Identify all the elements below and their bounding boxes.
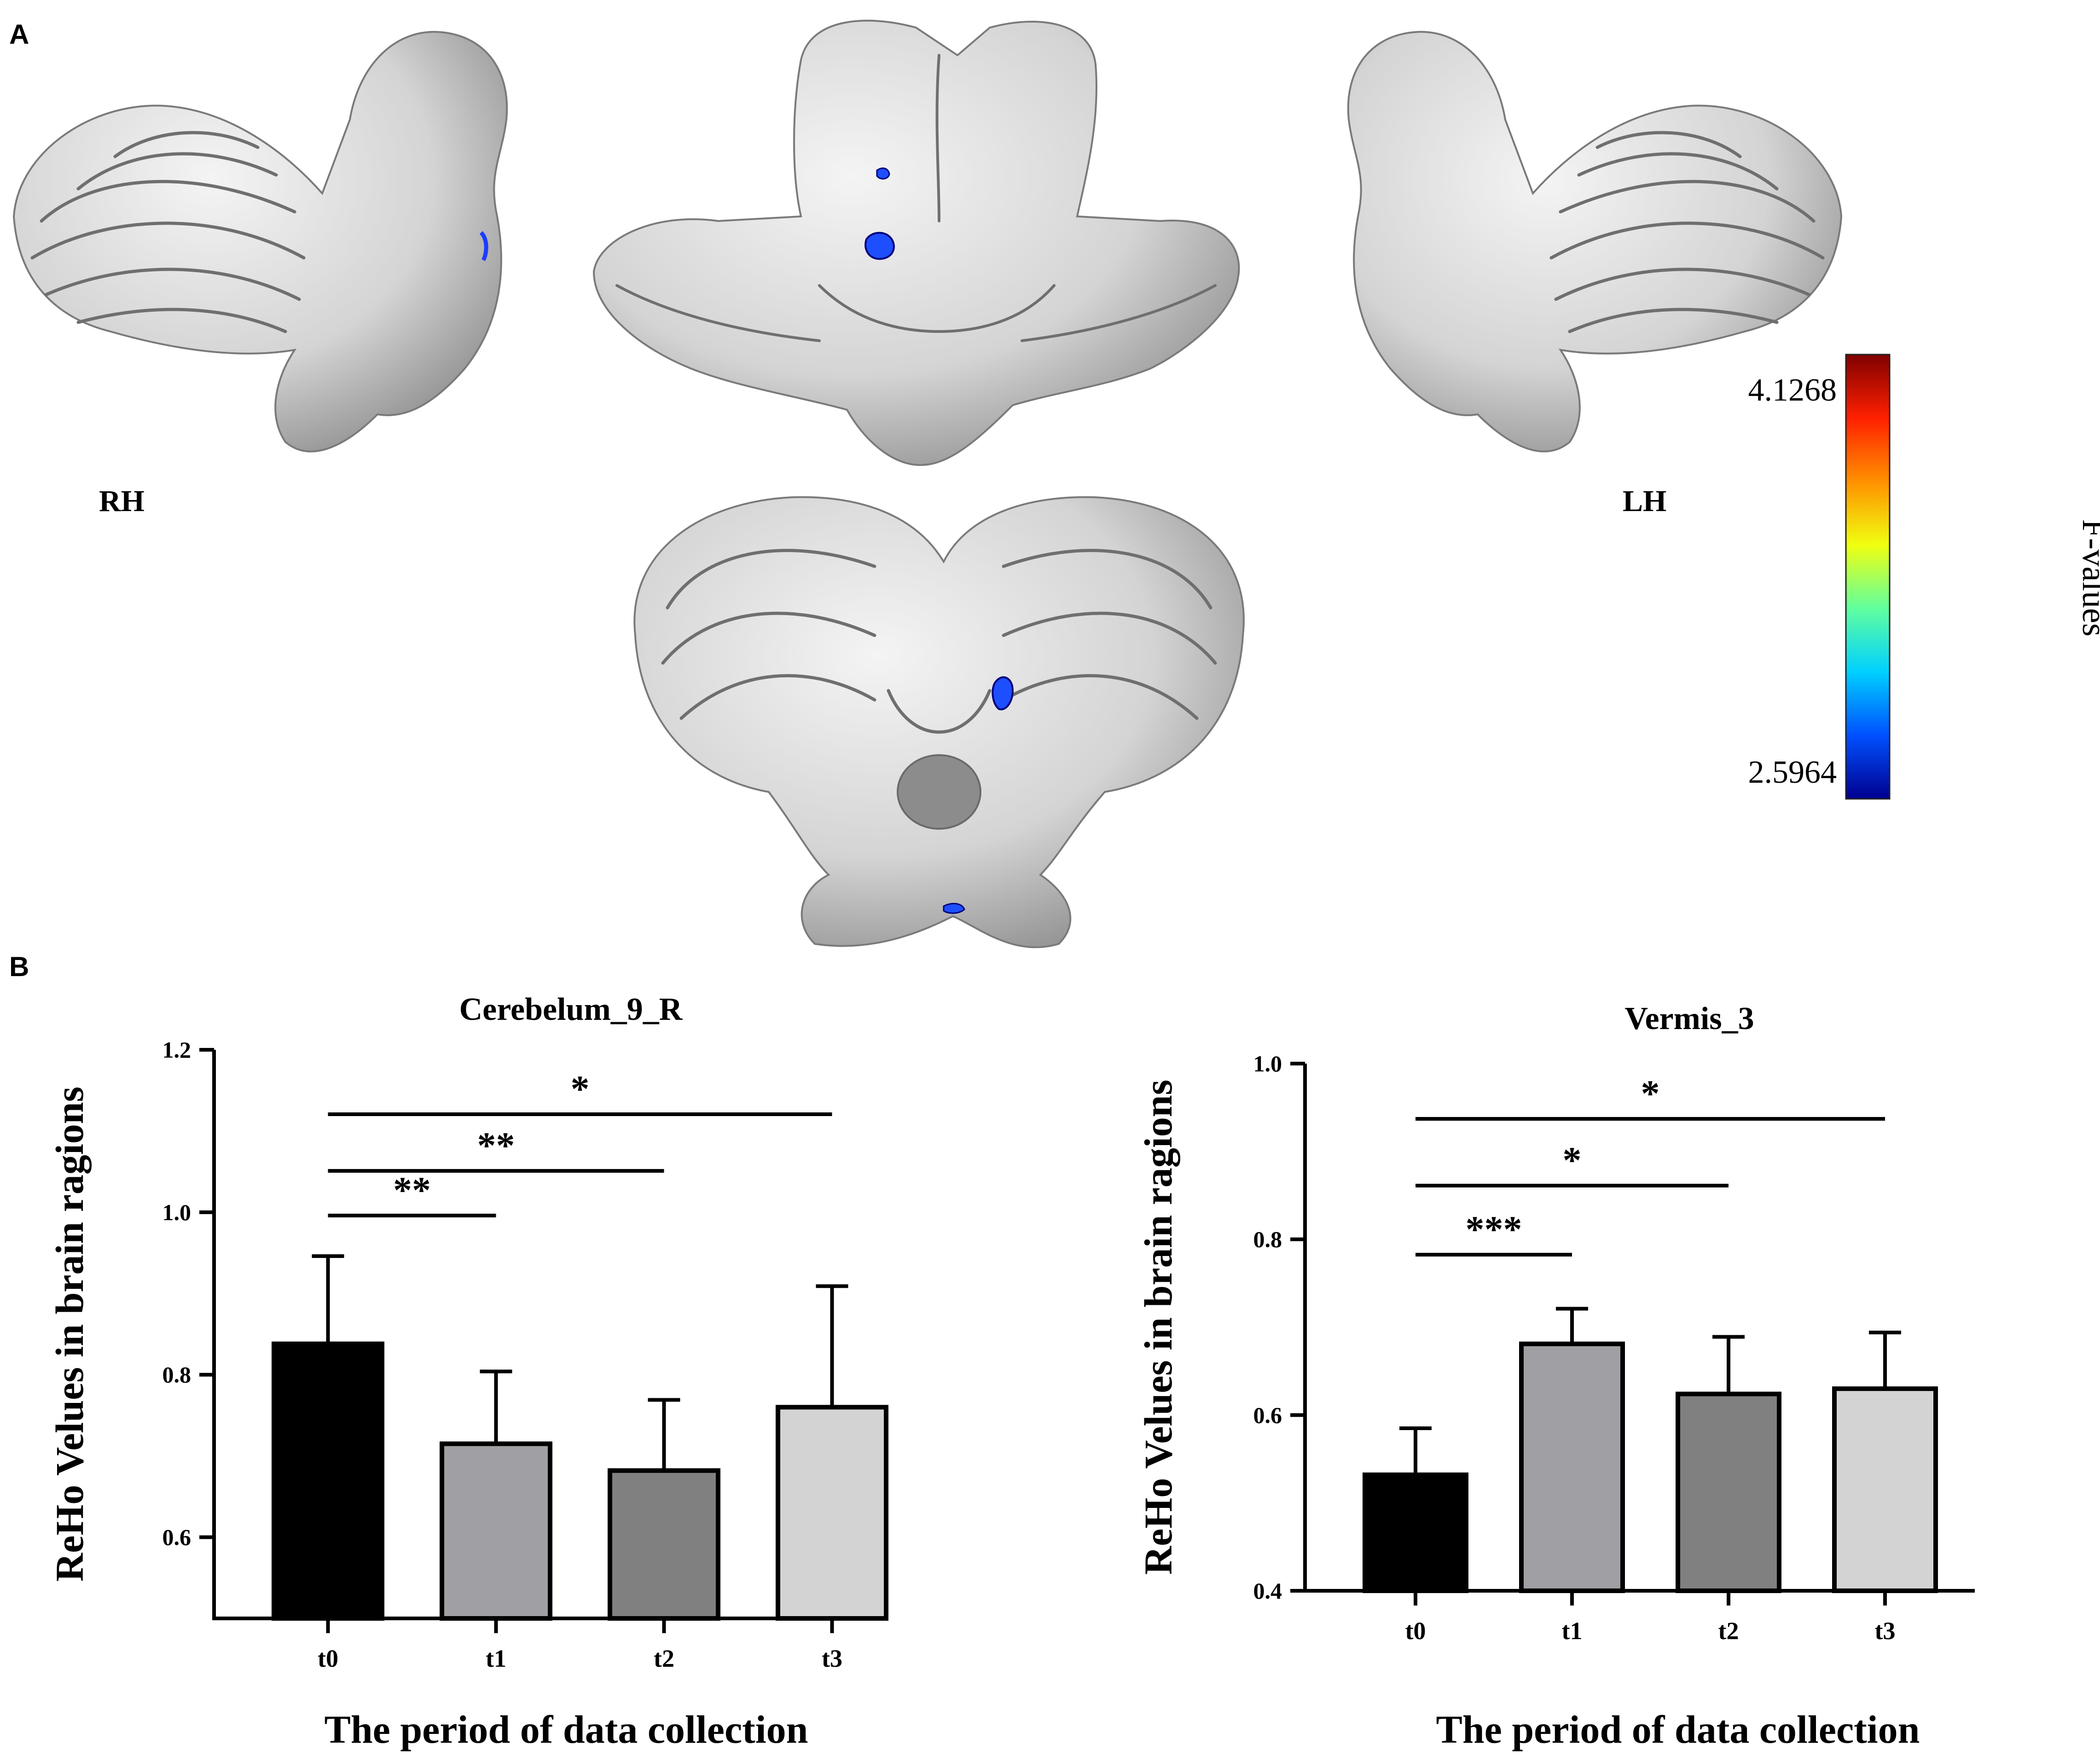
view-label-lh: LH: [1623, 484, 1666, 518]
x-tick-label: t0: [318, 1645, 338, 1672]
y-axis-label: ReHo Velues in brain ragions: [47, 1087, 92, 1582]
y-tick-label: 0.8: [1253, 1227, 1282, 1252]
bar-t2: [608, 1468, 720, 1621]
bar-t3: [1832, 1386, 1938, 1593]
x-tick-label: t3: [1875, 1617, 1896, 1645]
bar-t1: [1519, 1341, 1625, 1593]
bar-t0: [272, 1341, 384, 1621]
panel-b-letter: B: [9, 951, 29, 982]
y-tick-label: 1.0: [1253, 1051, 1282, 1076]
significance-label: *: [1563, 1139, 1582, 1181]
bar-t0: [1363, 1472, 1468, 1594]
x-axis-label: The period of data collection: [1436, 1707, 1920, 1751]
panel-a-letter: A: [9, 19, 29, 50]
y-axis-label: ReHo Velues in brain ragions: [1136, 1080, 1180, 1575]
y-tick-label: 1.2: [162, 1037, 191, 1063]
bar-t3: [776, 1405, 888, 1621]
x-tick-label: t1: [486, 1645, 506, 1672]
x-tick-label: t0: [1405, 1617, 1426, 1645]
colorbar-title: F-values: [2075, 519, 2100, 637]
brain-view-left-lateral: [1347, 31, 1843, 453]
colorbar: [1845, 354, 1891, 800]
x-tick-label: t1: [1562, 1617, 1583, 1645]
brain-view-anterior: [592, 19, 1240, 466]
brain-view-right-lateral: [12, 31, 508, 453]
significance-label: **: [477, 1124, 515, 1166]
view-label-rh: RH: [99, 484, 145, 518]
chart-cerebelum-9-r: Cerebelum_9_R ReHo Velues in brain ragion…: [47, 992, 888, 1751]
y-tick-label: 0.6: [1253, 1402, 1282, 1428]
y-tick-label: 0.6: [162, 1524, 191, 1550]
x-axis-label: The period of data collection: [324, 1707, 808, 1751]
x-tick-label: t3: [822, 1645, 842, 1672]
chart-title: Vermis_3: [1624, 1001, 1754, 1036]
brain-view-posterior: [633, 496, 1245, 948]
significance-label: *: [1641, 1072, 1660, 1114]
significance-label: *: [571, 1068, 590, 1110]
bar-t2: [1676, 1391, 1781, 1594]
x-tick-label: t2: [654, 1645, 674, 1672]
y-tick-label: 0.4: [1253, 1578, 1282, 1604]
significance-label: ***: [1466, 1208, 1522, 1250]
y-tick-label: 0.8: [162, 1362, 191, 1388]
y-tick-label: 1.0: [162, 1199, 191, 1225]
bar-t1: [440, 1441, 552, 1621]
colorbar-max-label: 4.1268: [1748, 372, 1837, 408]
x-tick-label: t2: [1718, 1617, 1739, 1645]
significance-label: **: [393, 1169, 431, 1211]
chart-vermis-3: Vermis_3 ReHo Velues in brain ragions The …: [1136, 1001, 1975, 1751]
chart-title: Cerebelum_9_R: [459, 992, 683, 1027]
colorbar-min-label: 2.5964: [1748, 755, 1837, 790]
